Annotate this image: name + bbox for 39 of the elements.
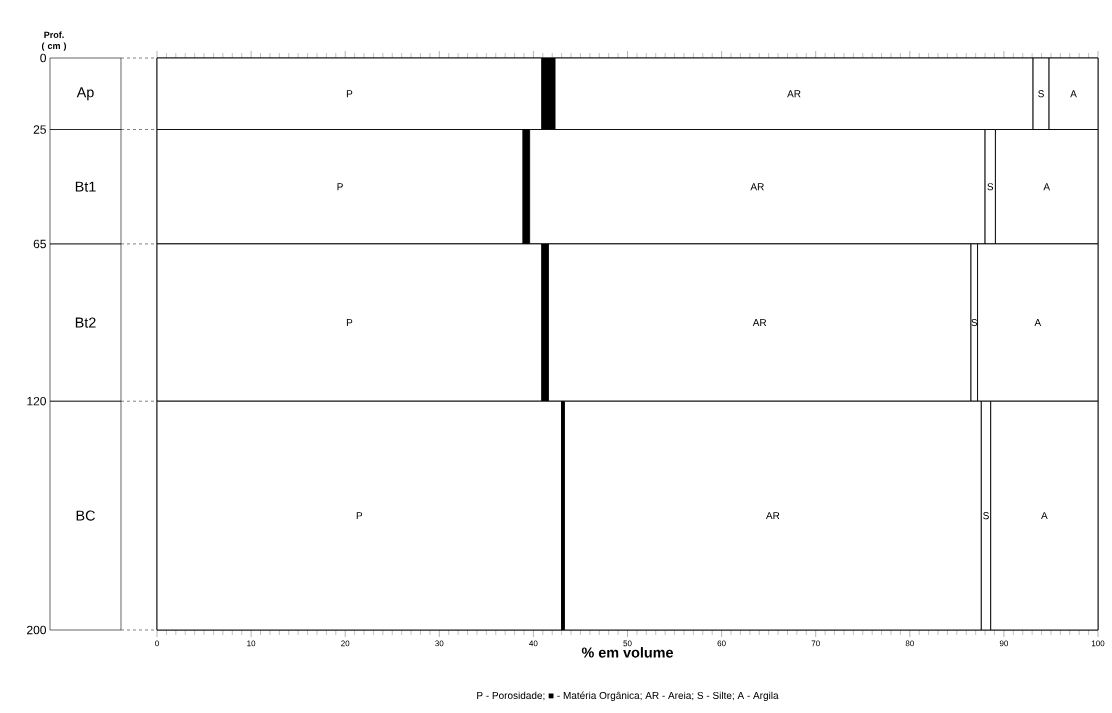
text: P — [356, 512, 363, 520]
text: P — [346, 319, 353, 326]
text: AR — [765, 512, 780, 520]
x-tick-label: 50 — [623, 640, 632, 647]
x-tick-label: 70 — [811, 640, 820, 647]
series-label: A — [1070, 90, 1077, 98]
text: A — [1043, 183, 1051, 191]
text: P - Porosidade; ■ - Matéria Orgânica; AR - Areia; S - Silte; A - Argila — [477, 691, 779, 701]
y-tick-label: 120 — [27, 396, 46, 406]
text: A — [1034, 319, 1042, 326]
y-tick-label: 200 — [27, 625, 46, 635]
y-axis-title: Prof. ( cm ) — [41, 31, 67, 51]
x-tick-label: 20 — [341, 640, 350, 647]
y-tick-label: 0 — [40, 53, 47, 63]
text: AR — [752, 319, 767, 326]
text: A — [1041, 512, 1048, 520]
text: Bt1 — [75, 181, 96, 192]
text: AR — [750, 183, 764, 191]
text: Ap — [76, 87, 94, 101]
x-tick-label: 60 — [717, 640, 726, 647]
text: S — [987, 183, 994, 191]
text: Bt2 — [75, 317, 96, 328]
y-tick-label: 25 — [33, 125, 46, 134]
text: BC — [76, 510, 95, 521]
x-tick-label: 0 — [155, 640, 159, 647]
series-label: P — [346, 90, 353, 98]
x-tick-label: 10 — [247, 640, 256, 647]
text: P — [337, 183, 343, 191]
x-tick-label: 30 — [435, 640, 444, 647]
y-tick-label: 65 — [33, 239, 46, 249]
series-label: AR — [787, 90, 801, 98]
x-tick-label: 40 — [529, 640, 538, 647]
text: S — [983, 512, 989, 520]
x-tick-label: 90 — [999, 640, 1009, 647]
series-label: S — [971, 319, 978, 327]
x-tick-label: 80 — [905, 640, 914, 647]
x-axis-title: % em volume — [581, 647, 674, 658]
text: S — [1038, 90, 1044, 98]
x-tick-label: 100 — [1091, 640, 1105, 647]
